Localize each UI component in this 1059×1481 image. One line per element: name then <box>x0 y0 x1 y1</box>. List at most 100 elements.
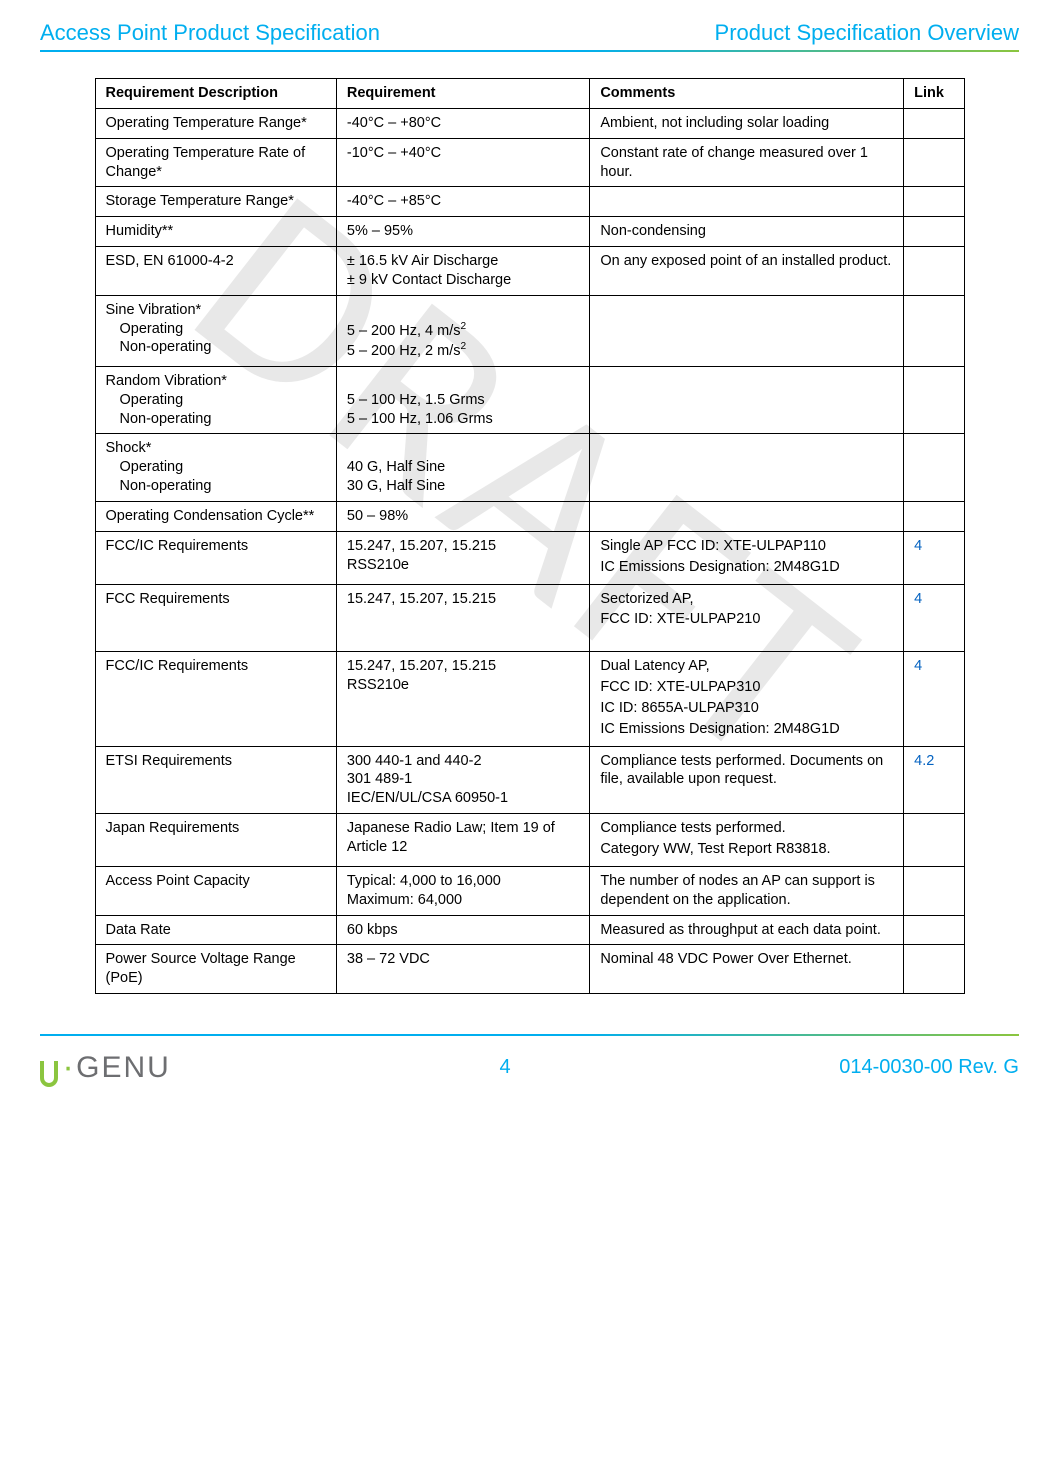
col-header-link: Link <box>904 79 964 109</box>
cell-comments: Sectorized AP,FCC ID: XTE-ULPAP210 <box>590 584 904 652</box>
cell-link <box>904 434 964 502</box>
cell-link <box>904 502 964 532</box>
cell-comments <box>590 295 904 366</box>
table-row: Operating Temperature Rate of Change*-10… <box>95 138 964 187</box>
cell-link <box>904 366 964 434</box>
cell-link <box>904 187 964 217</box>
table-row: Operating Condensation Cycle**50 – 98% <box>95 502 964 532</box>
cell-link[interactable]: 4 <box>904 584 964 652</box>
cell-comments <box>590 434 904 502</box>
cell-description: ETSI Requirements <box>95 746 336 814</box>
cell-link <box>904 247 964 296</box>
cell-description: Operating Condensation Cycle** <box>95 502 336 532</box>
cell-comments: On any exposed point of an installed pro… <box>590 247 904 296</box>
cell-comments: Compliance tests performed. Documents on… <box>590 746 904 814</box>
cell-link[interactable]: 4 <box>904 531 964 584</box>
table-row: Operating Temperature Range*-40°C – +80°… <box>95 108 964 138</box>
page-header: Access Point Product Specification Produ… <box>40 20 1019 46</box>
table-row: FCC Requirements15.247, 15.207, 15.215Se… <box>95 584 964 652</box>
cell-comments: Non-condensing <box>590 217 904 247</box>
cell-description: Sine Vibration*OperatingNon-operating <box>95 295 336 366</box>
cell-link <box>904 945 964 994</box>
cell-description: Random Vibration*OperatingNon-operating <box>95 366 336 434</box>
cell-requirement: Japanese Radio Law; Item 19 of Article 1… <box>336 814 589 867</box>
cell-comments: Compliance tests performed.Category WW, … <box>590 814 904 867</box>
cell-comments: Constant rate of change measured over 1 … <box>590 138 904 187</box>
cell-description: Power Source Voltage Range (PoE) <box>95 945 336 994</box>
cell-description: Japan Requirements <box>95 814 336 867</box>
cell-link <box>904 866 964 915</box>
cell-requirement: 60 kbps <box>336 915 589 945</box>
document-revision: 014-0030-00 Rev. G <box>839 1056 1019 1079</box>
cell-description: Humidity** <box>95 217 336 247</box>
table-row: Shock*OperatingNon-operating 40 G, Half … <box>95 434 964 502</box>
col-header-requirement: Requirement <box>336 79 589 109</box>
cell-description: Operating Temperature Rate of Change* <box>95 138 336 187</box>
table-row: FCC/IC Requirements15.247, 15.207, 15.21… <box>95 652 964 746</box>
table-row: Humidity**5% – 95%Non-condensing <box>95 217 964 247</box>
cell-link <box>904 217 964 247</box>
cell-comments: Ambient, not including solar loading <box>590 108 904 138</box>
spec-table: Requirement Description Requirement Comm… <box>95 78 965 994</box>
cell-requirement: 300 440-1 and 440-2301 489-1IEC/EN/UL/CS… <box>336 746 589 814</box>
table-row: Japan RequirementsJapanese Radio Law; It… <box>95 814 964 867</box>
cell-comments: Measured as throughput at each data poin… <box>590 915 904 945</box>
header-title-right: Product Specification Overview <box>715 20 1019 46</box>
table-row: Data Rate60 kbpsMeasured as throughput a… <box>95 915 964 945</box>
table-row: Power Source Voltage Range (PoE)38 – 72 … <box>95 945 964 994</box>
cell-requirement: 15.247, 15.207, 15.215RSS210e <box>336 652 589 746</box>
ingenu-logo: ٠ GENU <box>40 1050 171 1085</box>
cell-link <box>904 814 964 867</box>
cell-description: Storage Temperature Range* <box>95 187 336 217</box>
cell-description: Shock*OperatingNon-operating <box>95 434 336 502</box>
cell-description: Operating Temperature Range* <box>95 108 336 138</box>
header-rule <box>40 50 1019 52</box>
cell-comments: The number of nodes an AP can support is… <box>590 866 904 915</box>
cell-requirement: -10°C – +40°C <box>336 138 589 187</box>
cell-requirement: 50 – 98% <box>336 502 589 532</box>
cell-comments: Dual Latency AP,FCC ID: XTE-ULPAP310IC I… <box>590 652 904 746</box>
table-row: FCC/IC Requirements15.247, 15.207, 15.21… <box>95 531 964 584</box>
cell-link[interactable]: 4.2 <box>904 746 964 814</box>
col-header-description: Requirement Description <box>95 79 336 109</box>
page-footer: ٠ GENU 4 014-0030-00 Rev. G <box>40 1050 1019 1085</box>
logo-dot-icon: ٠ <box>60 1050 76 1085</box>
col-header-comments: Comments <box>590 79 904 109</box>
page-number: 4 <box>499 1056 510 1079</box>
cell-requirement: 5 – 100 Hz, 1.5 Grms5 – 100 Hz, 1.06 Grm… <box>336 366 589 434</box>
table-row: Storage Temperature Range*-40°C – +85°C <box>95 187 964 217</box>
cell-requirement: 5 – 200 Hz, 4 m/s25 – 200 Hz, 2 m/s2 <box>336 295 589 366</box>
cell-requirement: Typical: 4,000 to 16,000Maximum: 64,000 <box>336 866 589 915</box>
cell-requirement: 15.247, 15.207, 15.215RSS210e <box>336 531 589 584</box>
footer-rule <box>40 1034 1019 1036</box>
cell-comments <box>590 187 904 217</box>
logo-u-icon <box>40 1061 58 1087</box>
header-title-left: Access Point Product Specification <box>40 20 380 46</box>
table-row: Random Vibration*OperatingNon-operating … <box>95 366 964 434</box>
cell-link <box>904 915 964 945</box>
cell-comments <box>590 502 904 532</box>
cell-comments: Single AP FCC ID: XTE-ULPAP110IC Emissio… <box>590 531 904 584</box>
cell-requirement: 15.247, 15.207, 15.215 <box>336 584 589 652</box>
cell-description: FCC Requirements <box>95 584 336 652</box>
cell-requirement: -40°C – +80°C <box>336 108 589 138</box>
cell-description: FCC/IC Requirements <box>95 531 336 584</box>
cell-requirement: -40°C – +85°C <box>336 187 589 217</box>
cell-comments <box>590 366 904 434</box>
cell-description: ESD, EN 61000-4-2 <box>95 247 336 296</box>
cell-comments: Nominal 48 VDC Power Over Ethernet. <box>590 945 904 994</box>
cell-link <box>904 138 964 187</box>
cell-description: Access Point Capacity <box>95 866 336 915</box>
table-row: Sine Vibration*OperatingNon-operating 5 … <box>95 295 964 366</box>
cell-link[interactable]: 4 <box>904 652 964 746</box>
cell-description: Data Rate <box>95 915 336 945</box>
cell-requirement: ± 16.5 kV Air Discharge± 9 kV Contact Di… <box>336 247 589 296</box>
cell-requirement: 5% – 95% <box>336 217 589 247</box>
cell-requirement: 38 – 72 VDC <box>336 945 589 994</box>
cell-description: FCC/IC Requirements <box>95 652 336 746</box>
cell-link <box>904 108 964 138</box>
table-header-row: Requirement Description Requirement Comm… <box>95 79 964 109</box>
logo-text: GENU <box>76 1051 171 1085</box>
cell-requirement: 40 G, Half Sine30 G, Half Sine <box>336 434 589 502</box>
table-row: Access Point CapacityTypical: 4,000 to 1… <box>95 866 964 915</box>
